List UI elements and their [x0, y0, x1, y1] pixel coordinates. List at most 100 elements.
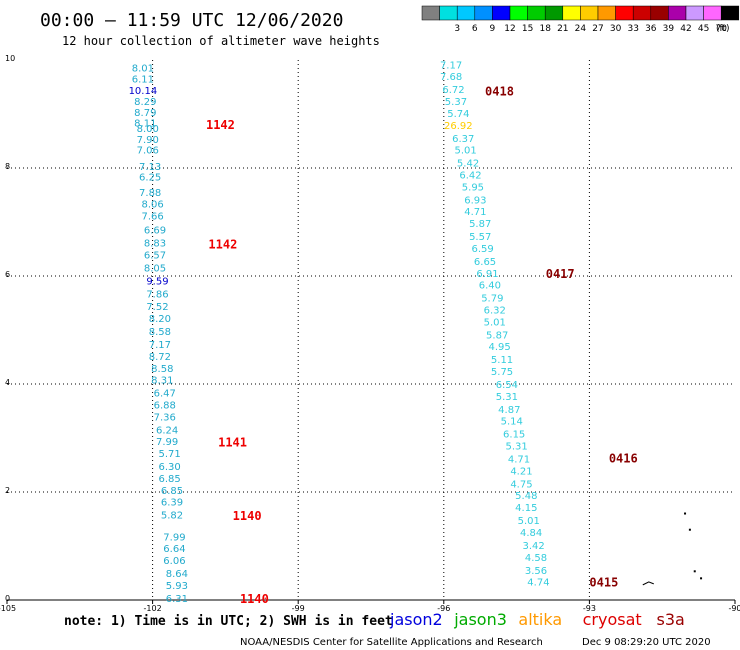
wave-height-value: 8.20 [149, 314, 171, 325]
x-tick-label: -96 [437, 604, 450, 613]
wave-height-value: 8.06 [141, 200, 163, 211]
x-tick-label: -99 [292, 604, 305, 613]
wave-height-value: 5.82 [161, 511, 183, 522]
scale-swatch [492, 5, 511, 21]
wave-height-value: 6.25 [139, 173, 161, 184]
scale-swatch [439, 5, 458, 21]
pass-time-label: 1141 [218, 435, 247, 449]
pass-time-label: 0417 [546, 267, 575, 281]
wave-height-value: 7.17 [149, 340, 171, 351]
wave-height-value: 4.87 [498, 405, 520, 416]
satellite-legend: jason2 jason3 altika cryosat s3a [389, 610, 685, 629]
wave-height-value: 8.29 [134, 97, 156, 108]
wave-height-value: 6.64 [163, 544, 185, 555]
y-tick-label: 6 [5, 270, 10, 279]
x-tick-label: -102 [144, 604, 162, 613]
y-tick-label: 8 [5, 162, 10, 171]
legend-entry: cryosat [583, 610, 642, 629]
wave-height-value: 6.11 [132, 74, 154, 85]
scale-label: 39 [663, 24, 675, 34]
scale-swatch [668, 5, 687, 21]
scale-swatch [703, 5, 722, 21]
scale-swatch [685, 5, 704, 21]
scale-swatch [615, 5, 634, 21]
pass-time-label: 1140 [240, 592, 269, 606]
pass-time-label: 0418 [485, 84, 514, 98]
wave-height-value: 5.42 [457, 159, 479, 170]
map-grid [7, 60, 735, 600]
wave-height-value: 3.42 [522, 541, 544, 552]
legend-entry: s3a [657, 610, 685, 629]
scale-label: 30 [610, 24, 622, 34]
y-axis-ticks: 0 2 4 6 8 10 [5, 54, 15, 603]
wave-height-value: 6.65 [474, 257, 496, 268]
wave-height-value: 4.71 [464, 207, 486, 218]
wave-height-value: 6.30 [158, 462, 180, 473]
wave-height-value: 4.95 [488, 342, 510, 353]
y-tick-label: 0 [5, 594, 10, 603]
wave-height-value: 4.74 [527, 578, 549, 589]
scale-label: 42 [680, 24, 691, 34]
coastline-point [700, 577, 703, 580]
pass-time-label: 1142 [208, 238, 237, 252]
island-outline [642, 581, 654, 586]
scale-swatch [509, 5, 528, 21]
x-tick-label: -105 [0, 604, 16, 613]
wave-height-value: 8.72 [149, 352, 171, 363]
scale-label: 33 [627, 24, 638, 34]
wave-height-value: 8.00 [137, 124, 159, 135]
wave-height-value: 5.74 [447, 109, 469, 120]
x-axis-ticks: -105 -102 -99 -96 -93 -90 [0, 600, 740, 613]
wave-height-value: 6.91 [476, 269, 498, 280]
wave-height-value: 6.85 [161, 486, 183, 497]
scale-swatch [650, 5, 669, 21]
scale-label: 45 [698, 24, 709, 34]
wave-height-value: 6.39 [161, 498, 183, 509]
scale-label: 18 [539, 24, 551, 34]
scale-swatch [544, 5, 564, 21]
coastline-point [688, 528, 691, 531]
wave-height-value: 5.79 [481, 294, 503, 305]
scale-swatch [456, 5, 476, 21]
y-tick-label: 4 [5, 378, 10, 387]
wave-height-value: 6.32 [484, 305, 506, 316]
wave-height-value: 7.66 [141, 212, 163, 223]
wave-height-value: 6.69 [144, 226, 166, 237]
wave-height-value: 5.31 [496, 392, 518, 403]
scale-swatch [421, 5, 440, 21]
wave-height-value: 8.58 [151, 364, 173, 375]
wave-height-value: 26.92 [444, 121, 473, 132]
wave-height-value: 7.36 [154, 412, 176, 423]
scale-label: 70 [715, 24, 727, 34]
wave-height-value: 8.64 [166, 569, 188, 580]
wave-height-value: 8.79 [134, 108, 156, 119]
wave-height-value: 5.87 [486, 330, 508, 341]
scale-label: 12 [504, 24, 515, 34]
x-tick-label: -93 [583, 604, 596, 613]
scale-label: 3 [454, 24, 460, 34]
wave-height-value: 6.06 [163, 556, 185, 567]
wave-height-value: 6.24 [156, 425, 178, 436]
footer-note: note: 1) Time is in UTC; 2) SWH is in fe… [64, 614, 393, 629]
wave-height-value: 3.56 [525, 566, 547, 577]
scale-swatch [562, 5, 581, 21]
wave-height-value: 7.52 [146, 302, 168, 313]
wave-height-value: 6.85 [158, 474, 180, 485]
scale-swatch [527, 5, 546, 21]
wave-height-value: 5.14 [501, 417, 523, 428]
wave-height-value: 5.71 [158, 449, 180, 460]
scale-swatch [720, 5, 740, 21]
color-scale: 3 6 9 12 15 18 21 24 27 30 33 36 39 42 45 70 [421, 5, 740, 34]
scale-swatch [597, 5, 616, 21]
wave-height-value: 7.99 [156, 437, 178, 448]
scale-label: 36 [645, 24, 657, 34]
page-title: 00:00 — 11:59 UTC 12/06/2020 [40, 10, 343, 31]
legend-entry: jason3 [453, 610, 507, 629]
wave-height-value: 4.58 [525, 553, 547, 564]
wave-height-value: 7.17 [440, 60, 462, 71]
wave-height-value: 8.58 [149, 327, 171, 338]
wave-height-value: 8.11 [134, 119, 156, 130]
wave-height-value: 4.71 [508, 455, 530, 466]
coastline-point [693, 570, 696, 573]
